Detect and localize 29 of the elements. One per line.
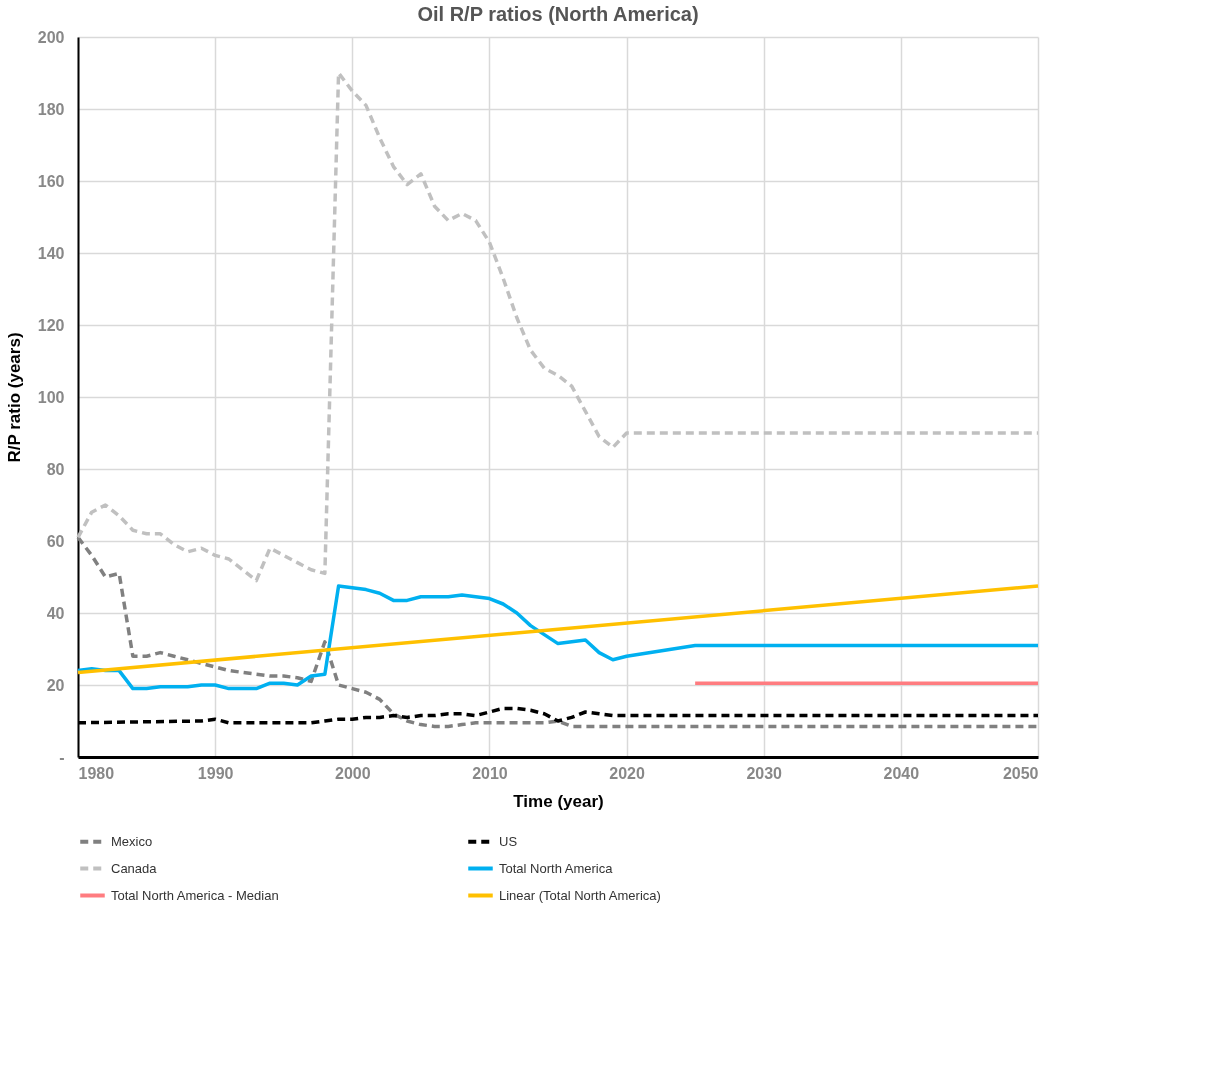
x-tick-label: 2040	[883, 764, 920, 782]
chart-title: Oil R/P ratios (North America)	[417, 3, 699, 25]
y-tick-label: 40	[46, 604, 65, 622]
y-tick-label: 200	[37, 28, 65, 46]
legend-label: Mexico	[111, 833, 153, 849]
y-tick-label: 20	[46, 676, 65, 694]
y-tick-label: 180	[37, 100, 65, 118]
x-tick-label: 2030	[746, 764, 783, 782]
x-tick-label: 2020	[609, 764, 645, 782]
legend-label: Total North America	[499, 860, 614, 876]
x-axis-title: Time (year)	[513, 791, 604, 811]
x-tick-label: 2010	[472, 764, 508, 782]
x-tick-label: 1990	[197, 764, 234, 782]
x-tick-label: 2000	[334, 764, 371, 782]
line-series	[76, 71, 1040, 583]
legend-label: Linear (Total North America)	[499, 887, 661, 903]
x-tick-label: 1980	[78, 764, 115, 782]
y-tick-label: 80	[46, 460, 65, 478]
y-axis-title: R/P ratio (years)	[4, 332, 24, 463]
y-tick-label: -	[59, 748, 65, 766]
x-tick-label: 2050	[1002, 764, 1039, 782]
legend-label: US	[499, 833, 518, 849]
y-tick-label: 100	[37, 388, 65, 406]
y-tick-label: 120	[37, 316, 65, 334]
y-tick-label: 160	[37, 172, 65, 190]
y-tick-label: 60	[46, 532, 65, 550]
legend-label: Total North America - Median	[111, 887, 279, 903]
y-tick-label: 140	[37, 244, 65, 262]
legend-label: Canada	[111, 860, 158, 876]
